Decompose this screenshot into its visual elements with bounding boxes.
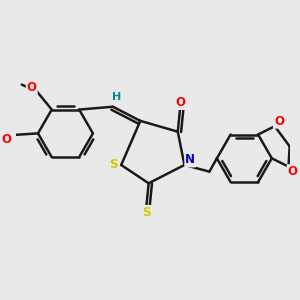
Text: O: O [288,165,298,178]
Text: N: N [185,154,195,166]
Text: S: S [142,206,150,219]
Text: O: O [274,115,284,128]
Text: O: O [27,81,37,94]
Text: O: O [175,96,185,109]
Text: H: H [112,92,122,102]
Text: O: O [2,133,11,146]
Text: S: S [109,158,117,172]
